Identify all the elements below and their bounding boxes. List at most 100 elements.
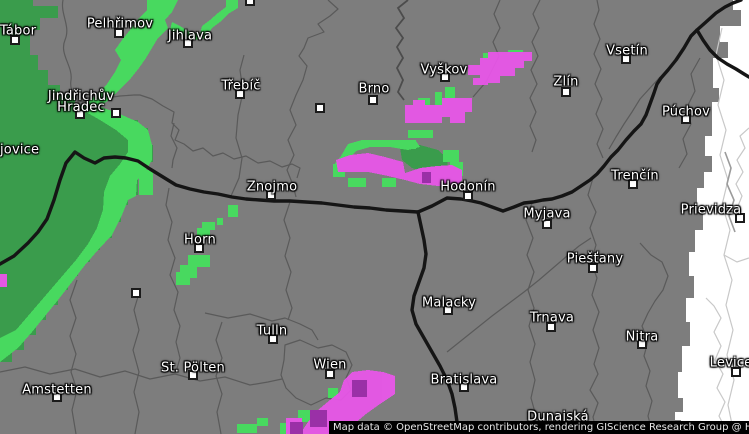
city-marker	[183, 38, 193, 48]
city-label: Nitra	[625, 329, 659, 345]
border-at-sk	[410, 210, 460, 434]
city-marker	[194, 243, 204, 253]
precip-cell-purple	[352, 380, 367, 397]
city-label: Dunajská	[527, 409, 589, 425]
precip-cell-purple	[310, 410, 327, 427]
precip-cell-magenta	[468, 52, 532, 83]
city-label: Vsetín	[606, 43, 648, 59]
border-cz-at	[0, 150, 420, 266]
city-marker	[52, 392, 62, 402]
city-marker	[542, 219, 552, 229]
precip-cell-green_bright	[217, 218, 223, 225]
city-marker	[325, 369, 335, 379]
precip-cell-purple	[422, 172, 431, 183]
city-label: Vyškov	[420, 62, 468, 78]
precip-cell-magenta	[473, 78, 488, 85]
city-label: Levice	[709, 355, 749, 371]
precipitation-overlay	[0, 0, 532, 434]
precip-cell-green_bright	[445, 87, 455, 98]
precip-cell-green_bright	[139, 170, 153, 195]
city-marker	[114, 28, 124, 38]
city-label: Jihlava	[167, 28, 213, 44]
city-label: Prievidza	[680, 202, 742, 218]
city-marker	[637, 339, 647, 349]
place-marker	[131, 288, 141, 298]
city-label: Piešťany	[566, 251, 624, 267]
city-label: Trnava	[529, 310, 575, 326]
city-marker	[621, 54, 631, 64]
city-label: Trenčín	[611, 168, 659, 184]
no-coverage-region	[675, 0, 749, 434]
city-marker	[463, 191, 473, 201]
precip-cell-green_bright	[348, 178, 366, 187]
precip-cell-green_bright	[435, 92, 442, 105]
precip-cell-green_bright	[400, 140, 416, 149]
city-marker	[628, 179, 638, 189]
precip-cell-purple	[290, 422, 303, 434]
precip-cell-green_bright	[382, 178, 396, 187]
city-marker	[188, 370, 198, 380]
precip-cell-green_bright	[86, 0, 178, 112]
city-label: Malacky	[421, 295, 477, 311]
border-cz-sk	[416, 0, 743, 214]
precip-cell-green_bright	[197, 228, 210, 237]
precip-cell-green_bright	[188, 255, 210, 267]
city-label: Brno	[358, 81, 390, 97]
city-label: St. Pölten	[161, 360, 225, 376]
city-marker	[588, 263, 598, 273]
city-label: Myjava	[523, 206, 571, 222]
precip-cell-green_bright	[257, 418, 268, 426]
precip-cell-green_bright	[176, 272, 190, 285]
admin-borders	[0, 0, 701, 434]
city-label: jovice	[0, 142, 40, 158]
precip-cell-green_bright	[443, 150, 459, 162]
city-marker	[561, 87, 571, 97]
city-marker	[75, 109, 85, 119]
city-marker	[266, 190, 276, 200]
precip-cell-green_bright	[408, 130, 433, 138]
city-label: Tábor	[0, 23, 37, 39]
city-label: Tulln	[256, 323, 288, 339]
city-marker	[443, 305, 453, 315]
city-label: Wien	[313, 357, 347, 373]
city-label: Znojmo	[246, 179, 298, 195]
precip-cell-green_bright	[170, 0, 238, 40]
precip-cell-green_bright	[202, 222, 215, 230]
city-label: Pelhřimov	[86, 16, 154, 32]
place-marker	[245, 0, 255, 6]
admin-border-medium	[394, 0, 409, 101]
city-marker	[546, 322, 556, 332]
precip-cell-green_bright	[237, 424, 257, 433]
city-marker	[235, 89, 245, 99]
admin-border-medium-white	[724, 151, 736, 233]
precip-cell-magenta	[405, 98, 472, 123]
city-marker	[459, 382, 469, 392]
city-label: Zlín	[553, 74, 579, 90]
city-marker	[368, 95, 378, 105]
border-branch-east	[695, 28, 749, 79]
precip-cell-magenta	[0, 274, 7, 287]
city-label: Horn	[184, 232, 216, 248]
city-label: Hodonín	[440, 179, 496, 195]
precip-cell-green_bright	[328, 388, 338, 398]
city-marker	[268, 334, 278, 344]
city-label: Jindřichův Hradec	[47, 89, 115, 115]
precip-cell-green_bright	[0, 105, 152, 362]
precip-cell-green_bright	[333, 140, 420, 176]
map-attribution: Map data © OpenStreetMap contributors, r…	[329, 421, 749, 434]
city-label: Bratislava	[430, 372, 498, 388]
city-marker	[731, 367, 741, 377]
place-marker	[111, 108, 121, 118]
precip-cell-green_dark	[0, 0, 153, 362]
city-marker	[735, 213, 745, 223]
city-marker	[10, 35, 20, 45]
city-label: Púchov	[661, 104, 711, 120]
city-label: Třebíč	[221, 78, 261, 94]
city-label: Amstetten	[22, 382, 92, 398]
precip-cell-green_bright	[228, 205, 238, 217]
city-marker	[681, 114, 691, 124]
admin-borders-light	[705, 27, 749, 434]
